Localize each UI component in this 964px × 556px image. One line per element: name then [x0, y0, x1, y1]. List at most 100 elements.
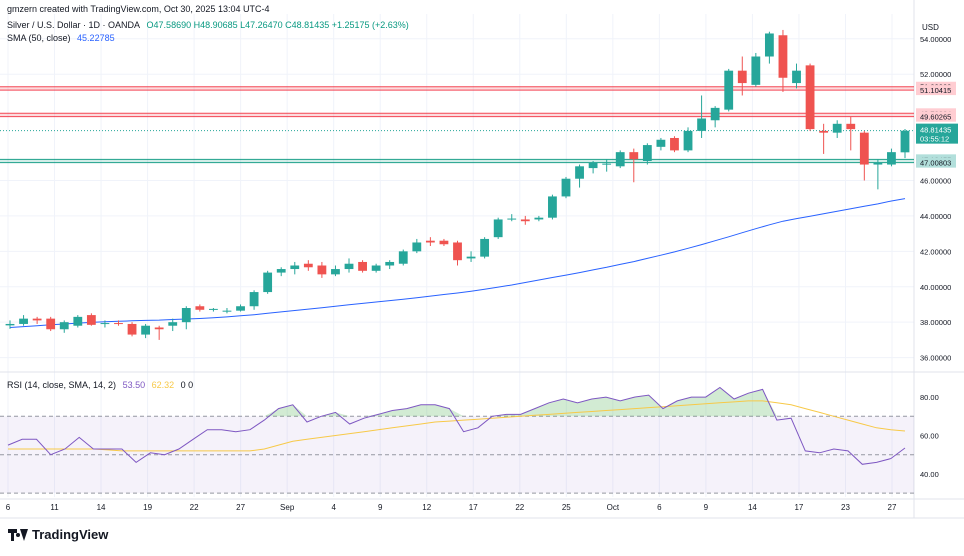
candle-body [209, 308, 218, 310]
candle [344, 258, 354, 273]
candle [697, 95, 706, 138]
candle-body [493, 219, 503, 238]
brand-name: TradingView [32, 527, 109, 542]
candle-body [453, 242, 462, 261]
rsi-overbought-fill [8, 387, 905, 417]
header-symbol-line: Silver / U.S. Dollar · 1D · OANDA O47.58… [7, 20, 413, 30]
candle-body [249, 292, 259, 307]
bar-countdown: 03:55:12 [920, 135, 949, 144]
candle-body [724, 70, 734, 110]
candle-body [507, 218, 517, 220]
time-tick-label: 6 [657, 503, 662, 512]
candle [412, 238, 422, 254]
candles [5, 29, 910, 340]
level-tag-bg [916, 157, 956, 168]
candle-body [615, 152, 625, 167]
candle-body [276, 269, 286, 273]
candle [859, 130, 869, 181]
candle-body [670, 137, 679, 151]
candle-body [737, 70, 747, 84]
time-tick-label: 14 [97, 503, 106, 512]
candle [642, 143, 652, 165]
candle-body [534, 217, 544, 220]
level-zone-support [0, 159, 914, 163]
header-created-by: gmzern created with TradingView.com, Oct… [7, 4, 270, 14]
candle [168, 318, 178, 332]
candle [5, 320, 15, 329]
candle-body [32, 318, 42, 321]
candle [358, 260, 367, 273]
candle [615, 150, 625, 169]
candle-body [127, 323, 137, 335]
candle-body [764, 33, 774, 57]
time-tick-label: 11 [50, 503, 59, 512]
candle [507, 214, 517, 222]
candle [629, 148, 639, 183]
symbol-label[interactable]: Silver / U.S. Dollar · 1D · OANDA [7, 20, 141, 30]
candle-body [846, 123, 856, 130]
rsi-legend[interactable]: RSI (14, close, SMA, 14, 2) 53.50 62.32 … [7, 380, 197, 390]
rsi-line [7, 386, 906, 465]
candle-body [548, 196, 557, 218]
candle [480, 237, 490, 259]
candle-body [412, 242, 422, 252]
rsi-label: RSI (14, close, SMA, 14, 2) [7, 380, 117, 390]
candle [331, 265, 340, 277]
tradingview-logo-icon [8, 528, 28, 541]
candle [86, 313, 96, 326]
candle-body [168, 322, 178, 326]
time-tick-label: 4 [331, 503, 336, 512]
rsi-value: 53.50 [122, 380, 146, 390]
candle [73, 315, 83, 328]
candle-body [792, 70, 801, 84]
candle-body [181, 308, 191, 323]
candle-body [439, 240, 449, 245]
candle [764, 31, 774, 64]
candle [100, 320, 110, 328]
candle [425, 237, 435, 247]
candle-body [195, 306, 205, 310]
candle-body [100, 323, 110, 325]
candle [819, 123, 829, 154]
level-tag-label: 47.00803 [920, 159, 951, 168]
candle-body [425, 240, 435, 243]
candle [778, 29, 788, 92]
candle-body [819, 130, 829, 133]
price-tick-label: 46.00000 [920, 176, 951, 185]
candle-body [46, 318, 56, 330]
candle [236, 304, 245, 312]
price-tick-label: 54.00000 [920, 35, 951, 44]
candle-body [697, 118, 706, 131]
level-tag-bg [916, 85, 956, 96]
rsi-tick-label: 60.00 [920, 432, 939, 441]
candle-body [832, 123, 842, 133]
candle-body [398, 251, 408, 264]
level-tag-label: 49.60265 [920, 113, 951, 122]
sma-legend[interactable]: SMA (50, close) 45.22785 [7, 33, 119, 43]
price-tick-label: 38.00000 [920, 318, 951, 327]
candle [453, 240, 462, 266]
tradingview-brand[interactable]: TradingView [8, 527, 108, 542]
candle [683, 127, 693, 153]
candle [439, 238, 449, 247]
candle [127, 322, 137, 337]
candle-body [561, 178, 571, 197]
candle-body [317, 265, 327, 275]
time-tick-label: 17 [794, 503, 803, 512]
candle-body [290, 265, 300, 270]
candle [832, 120, 842, 138]
rsi-tick-label: 80.00 [920, 393, 939, 402]
candle [846, 116, 856, 151]
candle [141, 323, 151, 339]
time-tick-label: Oct [607, 503, 620, 512]
candle [263, 270, 273, 294]
candle [873, 159, 883, 190]
candle [290, 261, 300, 275]
candle-body [331, 269, 340, 275]
candle-body [683, 130, 693, 151]
candle-body [236, 306, 245, 311]
candle-body [222, 310, 232, 312]
candle [46, 316, 56, 332]
price-tick-label: 52.00000 [920, 70, 951, 79]
